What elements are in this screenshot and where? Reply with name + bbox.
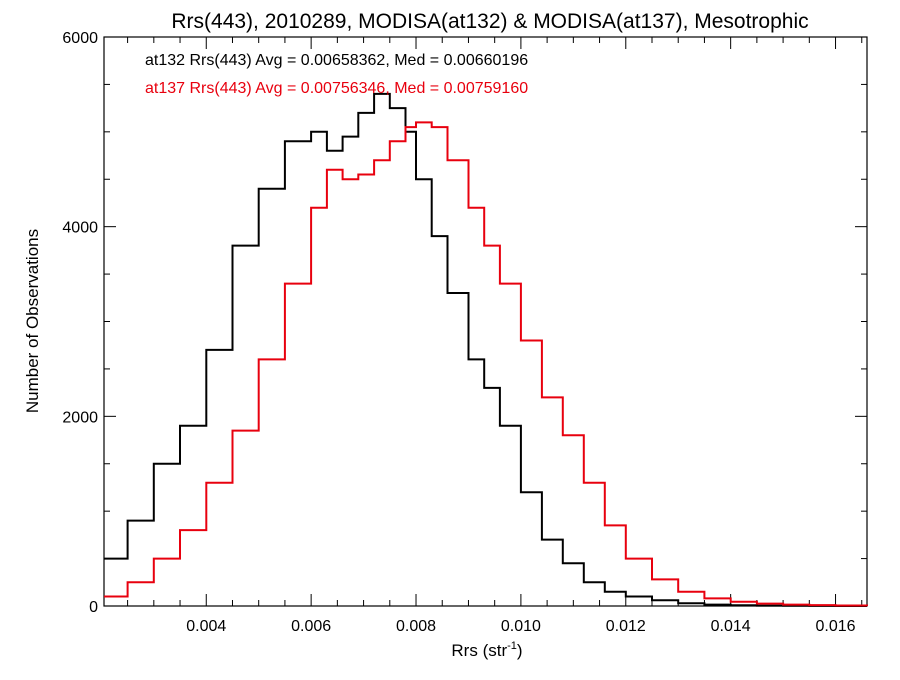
legend-at132: at132 Rrs(443) Avg = 0.00658362, Med = 0… — [145, 52, 528, 69]
x-tick-label: 0.014 — [711, 618, 751, 635]
chart-title: Rrs(443), 2010289, MODISA(at132) & MODIS… — [171, 10, 808, 33]
x-tick-label: 0.012 — [606, 618, 646, 635]
x-tick-label: 0.008 — [396, 618, 436, 635]
plot-area: 0 2000 4000 6000 0.004 0.006 0.008 0.010 0.012 0.… — [62, 30, 868, 635]
y-tick-label: 2000 — [62, 409, 98, 426]
series-line-at137 — [104, 121, 868, 607]
y-tick-label: 4000 — [62, 220, 98, 237]
y-tick-label: 0 — [89, 599, 98, 616]
series-line-at132 — [104, 92, 867, 607]
y-axis-label: Number of Observations — [23, 229, 42, 413]
x-tick-label: 0.010 — [501, 618, 541, 635]
legend-at137: at137 Rrs(443) Avg = 0.00756346, Med = 0… — [145, 80, 528, 97]
x-axis-label: Rrs (str-1) — [451, 640, 522, 660]
y-tick-label: 6000 — [62, 30, 98, 47]
x-tick-label: 0.004 — [186, 618, 226, 635]
x-tick-label: 0.016 — [816, 618, 856, 635]
x-tick-label: 0.006 — [291, 618, 331, 635]
